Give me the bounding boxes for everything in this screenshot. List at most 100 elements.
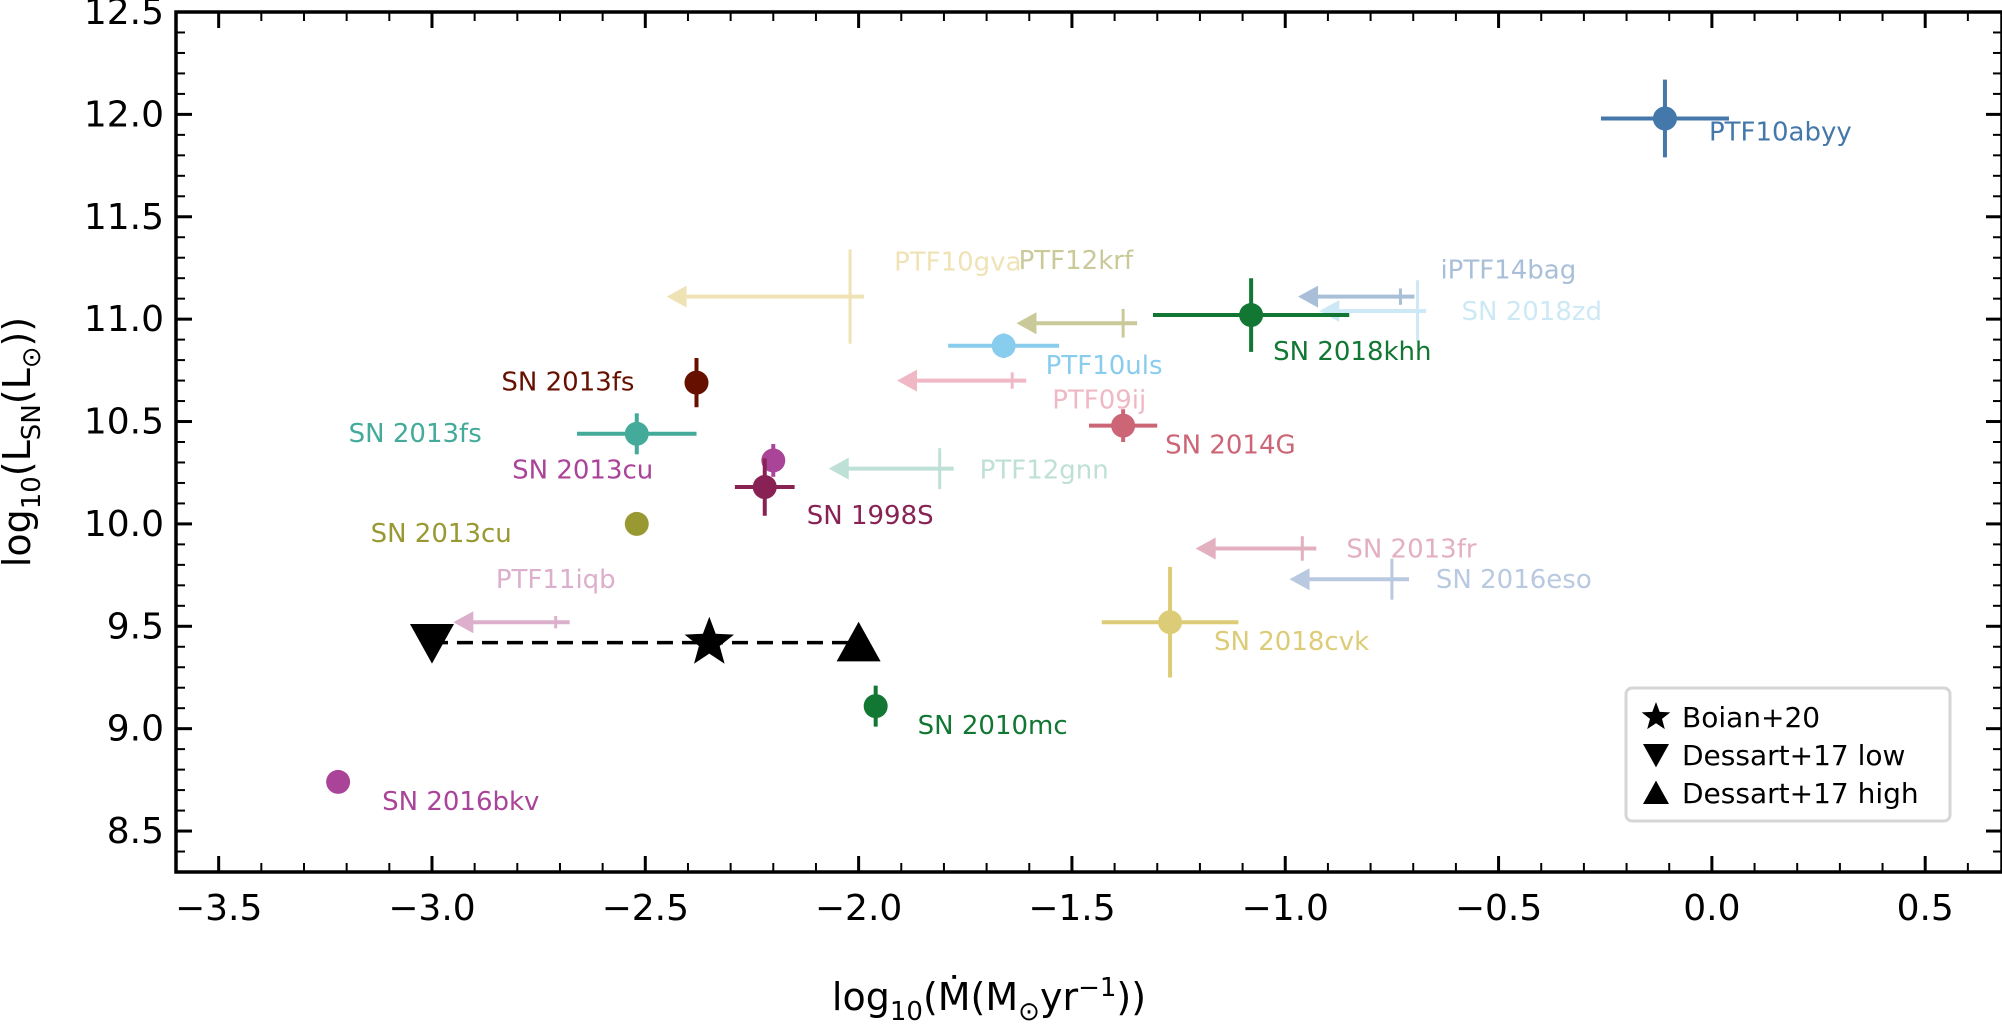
detection-ptf10uls bbox=[948, 333, 1060, 359]
upper-limit-sn-2018zd bbox=[1319, 280, 1427, 342]
detection-sn-2013fs bbox=[684, 358, 709, 408]
y-tick-label: 10.5 bbox=[84, 402, 164, 443]
detection-sn-2010mc bbox=[863, 685, 888, 727]
y-tick-label: 10.0 bbox=[84, 504, 164, 545]
label-sn-2018zd: SN 2018zd bbox=[1462, 297, 1603, 327]
label-iptf14bag: iPTF14bag bbox=[1440, 256, 1576, 286]
detection-point bbox=[624, 511, 649, 536]
y-label-end: )) bbox=[0, 317, 39, 347]
legend-box bbox=[1624, 686, 1952, 823]
y-label-mid: (L bbox=[0, 368, 39, 404]
y-tick-label: 11.0 bbox=[84, 299, 164, 340]
legend-marker-boian-20 bbox=[1641, 702, 1671, 730]
model-dessart-17-low-marker bbox=[409, 623, 454, 664]
label-sn-1998s: SN 1998S bbox=[807, 501, 934, 531]
label-ptf09ij: PTF09ij bbox=[1052, 386, 1146, 416]
x-tick-label: −3.5 bbox=[175, 888, 262, 929]
y-tick-label: 8.5 bbox=[107, 811, 164, 852]
y-tick-label: 9.5 bbox=[107, 606, 164, 647]
y-tick-label: 12.0 bbox=[84, 94, 164, 135]
label-sn-2018cvk: SN 2018cvk bbox=[1214, 627, 1369, 657]
y-label-sub2: SN bbox=[17, 404, 47, 440]
detection-point bbox=[684, 370, 709, 395]
x-label-end: )) bbox=[1116, 975, 1146, 1019]
legend-marker-dessart-17-low bbox=[1643, 743, 1669, 768]
upper-limit-arrow-head bbox=[1298, 285, 1319, 308]
legend-label: Boian+20 bbox=[1682, 701, 1820, 734]
detection-sn-2013cu bbox=[761, 444, 786, 477]
x-label-prefix: log bbox=[832, 975, 890, 1019]
upper-limit-ptf09ij bbox=[897, 369, 1027, 392]
upper-limit-arrow-head bbox=[666, 285, 687, 308]
y-tick-label: 11.5 bbox=[84, 197, 164, 238]
legend-label: Dessart+17 low bbox=[1682, 739, 1905, 772]
detection-point bbox=[624, 421, 649, 446]
label-sn-2013fs: SN 2013fs bbox=[501, 368, 634, 398]
legend-label: Dessart+17 high bbox=[1682, 777, 1919, 810]
upper-limit-arrow-head bbox=[1319, 299, 1340, 322]
upper-limit-iptf14bag bbox=[1298, 285, 1415, 308]
x-tick-label: −0.5 bbox=[1455, 888, 1542, 929]
detection-sn-2018cvk bbox=[1101, 566, 1239, 678]
detection-sn-2013fs bbox=[577, 413, 697, 455]
upper-limit-ptf12gnn bbox=[828, 448, 954, 490]
point-label-group: PTF10abyy SN 2018khh PTF10uls SN 2013fs SN 2… bbox=[349, 117, 1852, 816]
label-sn-2013fs: SN 2013fs bbox=[349, 419, 482, 449]
y-label-prefix: log bbox=[0, 509, 39, 567]
upper-limit-arrow-head bbox=[1016, 312, 1037, 335]
y-tick-label: 9.0 bbox=[107, 709, 164, 750]
y-label-sun: ⊙ bbox=[17, 346, 47, 368]
detection-point bbox=[1239, 303, 1264, 328]
model-marker-group bbox=[409, 616, 881, 664]
x-tick-label: −3.0 bbox=[388, 888, 475, 929]
detection-point bbox=[752, 475, 777, 500]
x-tick-label: 0.5 bbox=[1897, 888, 1954, 929]
x-tick-label: −2.0 bbox=[815, 888, 902, 929]
label-sn-2018khh: SN 2018khh bbox=[1273, 337, 1431, 367]
upper-limit-sn-2013fr bbox=[1195, 536, 1317, 561]
upper-limit-arrow-head bbox=[828, 457, 849, 480]
detection-point bbox=[1652, 106, 1677, 131]
label-sn-2016bkv: SN 2016bkv bbox=[382, 787, 539, 817]
label-sn-2013cu: SN 2013cu bbox=[371, 519, 512, 549]
upper-limit-ptf11iqb bbox=[453, 611, 570, 634]
label-ptf10abyy: PTF10abyy bbox=[1709, 117, 1852, 147]
detection-point bbox=[1111, 413, 1136, 438]
model-boian-20-marker bbox=[684, 616, 734, 664]
y-label-sub: 10 bbox=[17, 476, 47, 509]
upper-limit-arrow-head bbox=[453, 611, 474, 634]
detection-sn-2016bkv bbox=[326, 769, 351, 794]
label-ptf12gnn: PTF12gnn bbox=[980, 456, 1109, 486]
x-tick-label: −2.5 bbox=[602, 888, 689, 929]
x-axis-label: log10(Ṁ(M⊙yr−1)) bbox=[832, 973, 1146, 1027]
label-ptf10gva: PTF10gva bbox=[894, 248, 1021, 278]
x-tick-label: −1.0 bbox=[1242, 888, 1329, 929]
detection-point bbox=[863, 694, 888, 719]
legend-marker-dessart-17-high bbox=[1643, 780, 1669, 805]
y-tick-label: 12.5 bbox=[84, 0, 164, 33]
label-sn-2013fr: SN 2013fr bbox=[1346, 534, 1477, 564]
x-label-mid: yr bbox=[1040, 975, 1078, 1019]
label-sn-2016eso: SN 2016eso bbox=[1436, 565, 1592, 595]
detection-point bbox=[761, 448, 786, 473]
upper-limit-arrow-head bbox=[1195, 537, 1216, 560]
x-label-sub: 10 bbox=[890, 997, 923, 1027]
label-sn-2014g: SN 2014G bbox=[1165, 431, 1296, 461]
y-label-body: (L bbox=[0, 440, 39, 476]
y-axis-label: log10(LSN(L⊙)) bbox=[0, 317, 47, 567]
detection-sn-1998s bbox=[734, 458, 795, 516]
detection-ptf10abyy bbox=[1600, 79, 1729, 158]
label-sn-2010mc: SN 2010mc bbox=[918, 711, 1068, 741]
x-tick-label: −1.5 bbox=[1028, 888, 1115, 929]
upper-limit-ptf10gva bbox=[666, 249, 865, 344]
detection-sn-2014g bbox=[1089, 409, 1158, 442]
label-ptf11iqb: PTF11iqb bbox=[496, 565, 616, 595]
upper-limit-arrow-head bbox=[1289, 568, 1310, 591]
x-label-sup: −1 bbox=[1078, 973, 1116, 1003]
detection-sn-2013cu bbox=[624, 511, 649, 536]
detection-group bbox=[326, 79, 1729, 794]
x-label-body: (Ṁ(M bbox=[923, 975, 1018, 1019]
upper-limit-arrow-head bbox=[897, 369, 918, 392]
detection-point bbox=[1158, 610, 1183, 635]
